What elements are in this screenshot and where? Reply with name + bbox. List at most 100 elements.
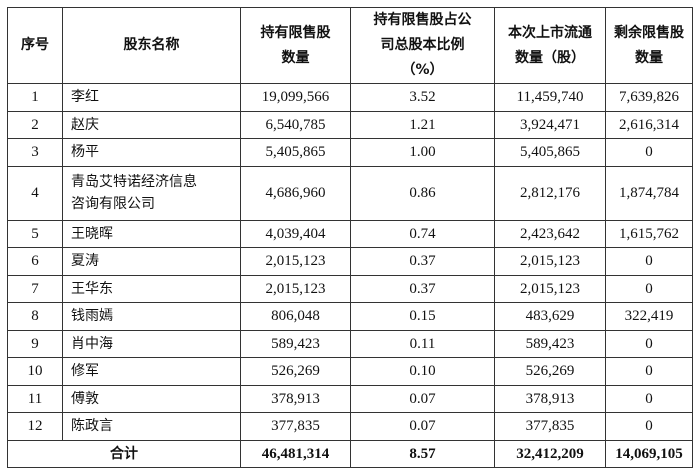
- cell-name: 肖中海: [62, 329, 241, 358]
- cell-held: 4,686,960: [240, 165, 351, 221]
- cell-held: 806,048: [240, 302, 351, 331]
- column-header: 持有限售股占公 司总股本比例 （%）: [350, 7, 495, 84]
- cell-remaining: 0: [605, 384, 693, 413]
- total-held: 46,481,314: [240, 439, 351, 468]
- cell-no: 5: [7, 219, 63, 248]
- cell-ratio: 0.74: [350, 219, 495, 248]
- cell-no: 11: [7, 384, 63, 413]
- cell-no: 6: [7, 247, 63, 276]
- cell-remaining: 2,616,314: [605, 110, 693, 139]
- cell-no: 4: [7, 165, 63, 221]
- column-header-text: 司总股本比例: [380, 37, 465, 53]
- column-header-text: 数量: [635, 49, 663, 66]
- cell-ratio: 0.86: [350, 165, 495, 221]
- cell-name: 傅敦: [62, 384, 241, 413]
- total-ratio: 8.57: [350, 439, 495, 468]
- cell-no: 8: [7, 302, 63, 331]
- table-row: 7 王华东 2,015,123 0.37 2,015,123 0: [7, 274, 693, 303]
- cell-name: 青岛艾特诺经济信息 咨询有限公司: [62, 165, 241, 221]
- cell-held: 6,540,785: [240, 110, 351, 139]
- restricted-shares-table: 序号 股东名称 持有限售股 数量 持有限售股占公 司总股本比例 （%） 本次上市流通 数量（股）…: [7, 7, 693, 468]
- cell-listed: 3,924,471: [494, 110, 606, 139]
- column-header-text: 持有限售股占公: [373, 12, 472, 28]
- column-header-text: 剩余限售股: [614, 24, 684, 41]
- cell-listed: 2,423,642: [494, 219, 606, 248]
- cell-held: 5,405,865: [240, 138, 351, 167]
- column-header: 剩余限售股 数量: [605, 7, 693, 84]
- cell-remaining: 7,639,826: [605, 83, 693, 112]
- cell-listed: 2,015,123: [494, 247, 606, 276]
- cell-remaining: 1,615,762: [605, 219, 693, 248]
- cell-name: 王晓晖: [62, 219, 241, 248]
- table-row: 12 陈政言 377,835 0.07 377,835 0: [7, 412, 693, 441]
- cell-name: 钱雨嫣: [62, 302, 241, 331]
- cell-remaining: 0: [605, 329, 693, 358]
- cell-listed: 2,812,176: [494, 165, 606, 221]
- column-header-text: （%）: [401, 62, 444, 78]
- cell-no: 2: [7, 110, 63, 139]
- cell-ratio: 0.37: [350, 247, 495, 276]
- cell-ratio: 0.11: [350, 329, 495, 358]
- cell-held: 19,099,566: [240, 83, 351, 112]
- total-row: 合计 46,481,314 8.57 32,412,209 14,069,105: [7, 439, 693, 468]
- total-label: 合计: [7, 439, 241, 468]
- cell-listed: 2,015,123: [494, 274, 606, 303]
- cell-held: 2,015,123: [240, 274, 351, 303]
- cell-listed: 526,269: [494, 357, 606, 386]
- cell-listed: 5,405,865: [494, 138, 606, 167]
- cell-no: 12: [7, 412, 63, 441]
- table-row: 10 修军 526,269 0.10 526,269 0: [7, 357, 693, 386]
- cell-ratio: 0.10: [350, 357, 495, 386]
- cell-listed: 589,423: [494, 329, 606, 358]
- column-header: 持有限售股 数量: [240, 7, 351, 84]
- cell-held: 589,423: [240, 329, 351, 358]
- cell-remaining: 322,419: [605, 302, 693, 331]
- cell-ratio: 0.07: [350, 384, 495, 413]
- cell-held: 4,039,404: [240, 219, 351, 248]
- cell-listed: 377,835: [494, 412, 606, 441]
- column-header-text: 序号: [21, 37, 49, 53]
- table-row: 8 钱雨嫣 806,048 0.15 483,629 322,419: [7, 302, 693, 331]
- cell-listed: 11,459,740: [494, 83, 606, 112]
- cell-listed: 483,629: [494, 302, 606, 331]
- cell-no: 7: [7, 274, 63, 303]
- table-row: 4 青岛艾特诺经济信息 咨询有限公司 4,686,960 0.86 2,812,176 1,…: [7, 165, 693, 221]
- total-remaining: 14,069,105: [605, 439, 693, 468]
- cell-ratio: 0.37: [350, 274, 495, 303]
- cell-held: 526,269: [240, 357, 351, 386]
- cell-name: 杨平: [62, 138, 241, 167]
- name-line: 咨询有限公司: [71, 196, 155, 212]
- column-header: 本次上市流通 数量（股）: [494, 7, 606, 84]
- cell-name: 陈政言: [62, 412, 241, 441]
- cell-ratio: 0.07: [350, 412, 495, 441]
- name-line: 青岛艾特诺经济信息: [71, 174, 197, 190]
- cell-ratio: 1.21: [350, 110, 495, 139]
- table-row: 5 王晓晖 4,039,404 0.74 2,423,642 1,615,762: [7, 219, 693, 248]
- column-header-text: 持有限售股: [260, 24, 331, 41]
- column-header-text: 股东名称: [123, 37, 180, 53]
- cell-held: 377,835: [240, 412, 351, 441]
- cell-ratio: 3.52: [350, 83, 495, 112]
- cell-no: 3: [7, 138, 63, 167]
- cell-listed: 378,913: [494, 384, 606, 413]
- header-row: 序号 股东名称 持有限售股 数量 持有限售股占公 司总股本比例 （%） 本次上市流通 数量（股）…: [7, 7, 693, 84]
- table-row: 3 杨平 5,405,865 1.00 5,405,865 0: [7, 138, 693, 167]
- cell-remaining: 0: [605, 247, 693, 276]
- cell-remaining: 1,874,784: [605, 165, 693, 221]
- cell-name: 王华东: [62, 274, 241, 303]
- cell-held: 378,913: [240, 384, 351, 413]
- cell-ratio: 0.15: [350, 302, 495, 331]
- cell-name: 李红: [62, 83, 241, 112]
- table-row: 6 夏涛 2,015,123 0.37 2,015,123 0: [7, 247, 693, 276]
- cell-no: 9: [7, 329, 63, 358]
- cell-no: 1: [7, 83, 63, 112]
- table-row: 9 肖中海 589,423 0.11 589,423 0: [7, 329, 693, 358]
- cell-remaining: 0: [605, 412, 693, 441]
- cell-remaining: 0: [605, 357, 693, 386]
- column-header: 序号: [7, 7, 63, 84]
- cell-name: 夏涛: [62, 247, 241, 276]
- cell-name: 修军: [62, 357, 241, 386]
- cell-ratio: 1.00: [350, 138, 495, 167]
- total-listed: 32,412,209: [494, 439, 606, 468]
- table-row: 11 傅敦 378,913 0.07 378,913 0: [7, 384, 693, 413]
